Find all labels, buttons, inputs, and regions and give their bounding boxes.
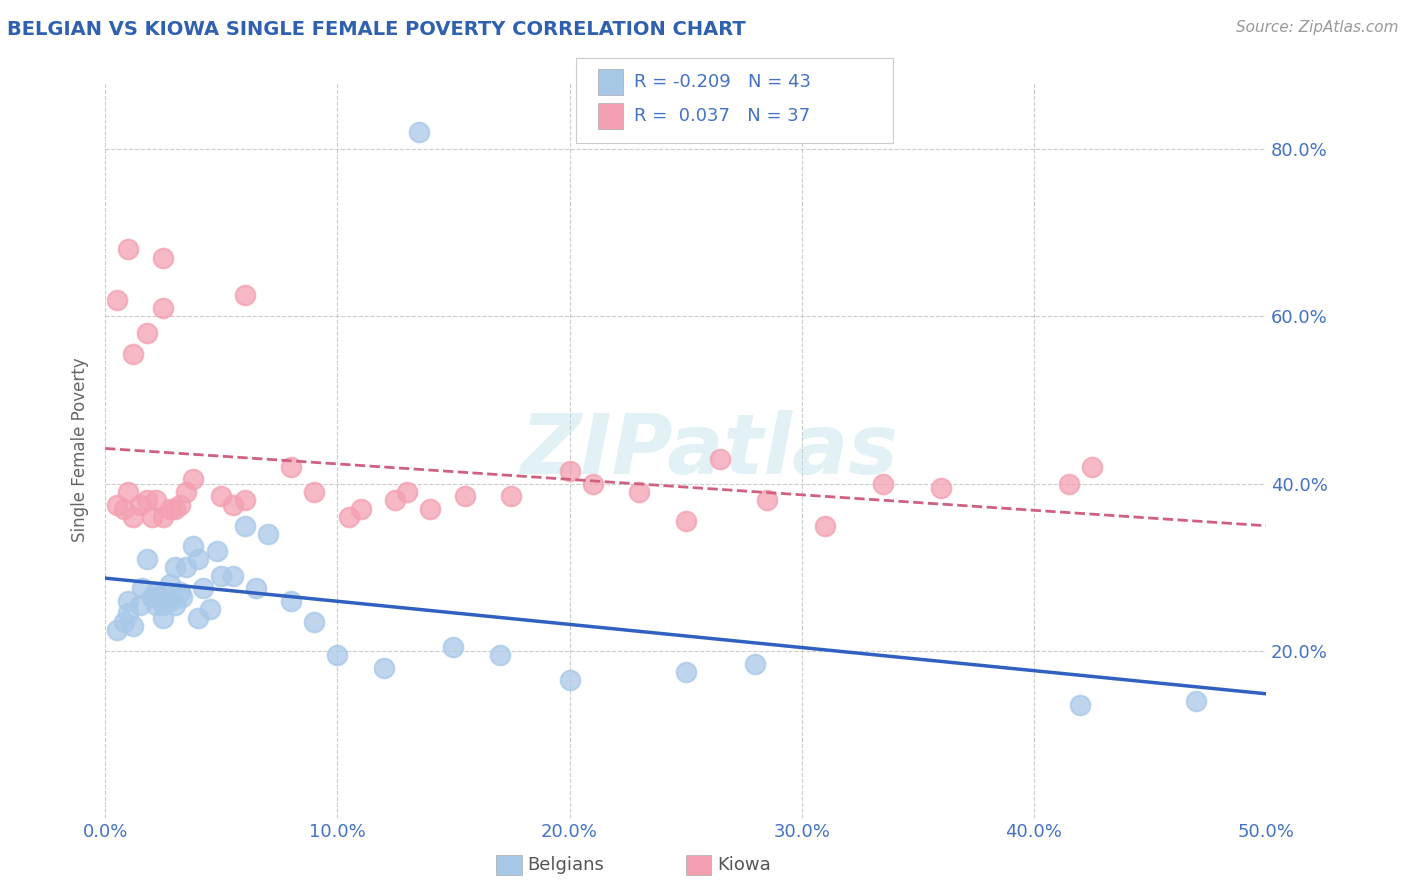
Point bbox=[136, 552, 159, 566]
Point bbox=[145, 585, 167, 599]
Point bbox=[131, 582, 153, 596]
Point bbox=[163, 560, 186, 574]
Point bbox=[814, 518, 837, 533]
Point bbox=[122, 510, 145, 524]
Point bbox=[105, 623, 128, 637]
Point bbox=[105, 498, 128, 512]
Point bbox=[233, 288, 256, 302]
Point bbox=[152, 610, 174, 624]
Point bbox=[582, 476, 605, 491]
Point bbox=[384, 493, 406, 508]
Point bbox=[1081, 459, 1104, 474]
Point bbox=[256, 527, 278, 541]
Point bbox=[187, 552, 209, 566]
Text: R = -0.209   N = 43: R = -0.209 N = 43 bbox=[634, 73, 811, 91]
Point bbox=[755, 493, 778, 508]
Point bbox=[145, 598, 167, 612]
Point bbox=[129, 498, 152, 512]
Point bbox=[558, 673, 581, 688]
Text: Belgians: Belgians bbox=[527, 856, 605, 874]
Point bbox=[105, 293, 128, 307]
Point bbox=[183, 540, 205, 554]
Point bbox=[349, 501, 371, 516]
Point bbox=[872, 476, 894, 491]
Point bbox=[489, 648, 512, 663]
Point bbox=[209, 568, 232, 582]
Point bbox=[122, 619, 145, 633]
Point bbox=[501, 489, 523, 503]
Point bbox=[112, 615, 135, 629]
Point bbox=[443, 640, 465, 654]
Point bbox=[1185, 694, 1208, 708]
Point bbox=[280, 459, 302, 474]
Point bbox=[628, 485, 651, 500]
Point bbox=[122, 347, 145, 361]
Point bbox=[117, 594, 139, 608]
Point bbox=[152, 585, 174, 599]
Point bbox=[233, 493, 256, 508]
Point bbox=[117, 485, 139, 500]
Point bbox=[136, 493, 159, 508]
Point bbox=[454, 489, 477, 503]
Point bbox=[117, 242, 139, 256]
Point bbox=[709, 451, 731, 466]
Point bbox=[337, 510, 360, 524]
Point bbox=[209, 489, 232, 503]
Point bbox=[141, 510, 163, 524]
Point bbox=[1057, 476, 1080, 491]
Point bbox=[373, 661, 395, 675]
Point bbox=[117, 607, 139, 621]
Point bbox=[280, 594, 302, 608]
Point bbox=[302, 485, 325, 500]
Point bbox=[222, 568, 245, 582]
Point bbox=[675, 665, 697, 679]
Point bbox=[419, 501, 441, 516]
Point bbox=[233, 518, 256, 533]
Point bbox=[205, 543, 228, 558]
Point bbox=[129, 598, 152, 612]
Point bbox=[245, 582, 267, 596]
Point bbox=[1069, 698, 1091, 713]
Point bbox=[191, 582, 214, 596]
Point bbox=[112, 501, 135, 516]
Point bbox=[198, 602, 221, 616]
Text: BELGIAN VS KIOWA SINGLE FEMALE POVERTY CORRELATION CHART: BELGIAN VS KIOWA SINGLE FEMALE POVERTY C… bbox=[7, 20, 745, 38]
Point bbox=[183, 473, 205, 487]
Y-axis label: Single Female Poverty: Single Female Poverty bbox=[72, 358, 89, 542]
Point bbox=[152, 251, 174, 265]
Point bbox=[136, 326, 159, 340]
Point bbox=[558, 464, 581, 478]
Point bbox=[159, 577, 181, 591]
Point bbox=[145, 493, 167, 508]
Point bbox=[163, 501, 186, 516]
Point bbox=[929, 481, 952, 495]
Text: ZIPatlas: ZIPatlas bbox=[520, 409, 898, 491]
Point bbox=[302, 615, 325, 629]
Point bbox=[176, 560, 198, 574]
Point bbox=[326, 648, 349, 663]
Point bbox=[152, 301, 174, 315]
Point bbox=[141, 590, 163, 604]
Point bbox=[163, 598, 186, 612]
Point bbox=[675, 514, 697, 528]
Point bbox=[169, 498, 191, 512]
Point bbox=[169, 585, 191, 599]
Point bbox=[159, 501, 181, 516]
Point bbox=[176, 485, 198, 500]
Point bbox=[395, 485, 418, 500]
Point bbox=[152, 598, 174, 612]
Point bbox=[170, 590, 193, 604]
Point bbox=[744, 657, 766, 671]
Point bbox=[408, 125, 430, 139]
Text: Kiowa: Kiowa bbox=[717, 856, 770, 874]
Point bbox=[187, 610, 209, 624]
Text: R =  0.037   N = 37: R = 0.037 N = 37 bbox=[634, 107, 810, 125]
Text: Source: ZipAtlas.com: Source: ZipAtlas.com bbox=[1236, 20, 1399, 35]
Point bbox=[152, 510, 174, 524]
Point bbox=[222, 498, 245, 512]
Point bbox=[159, 594, 181, 608]
